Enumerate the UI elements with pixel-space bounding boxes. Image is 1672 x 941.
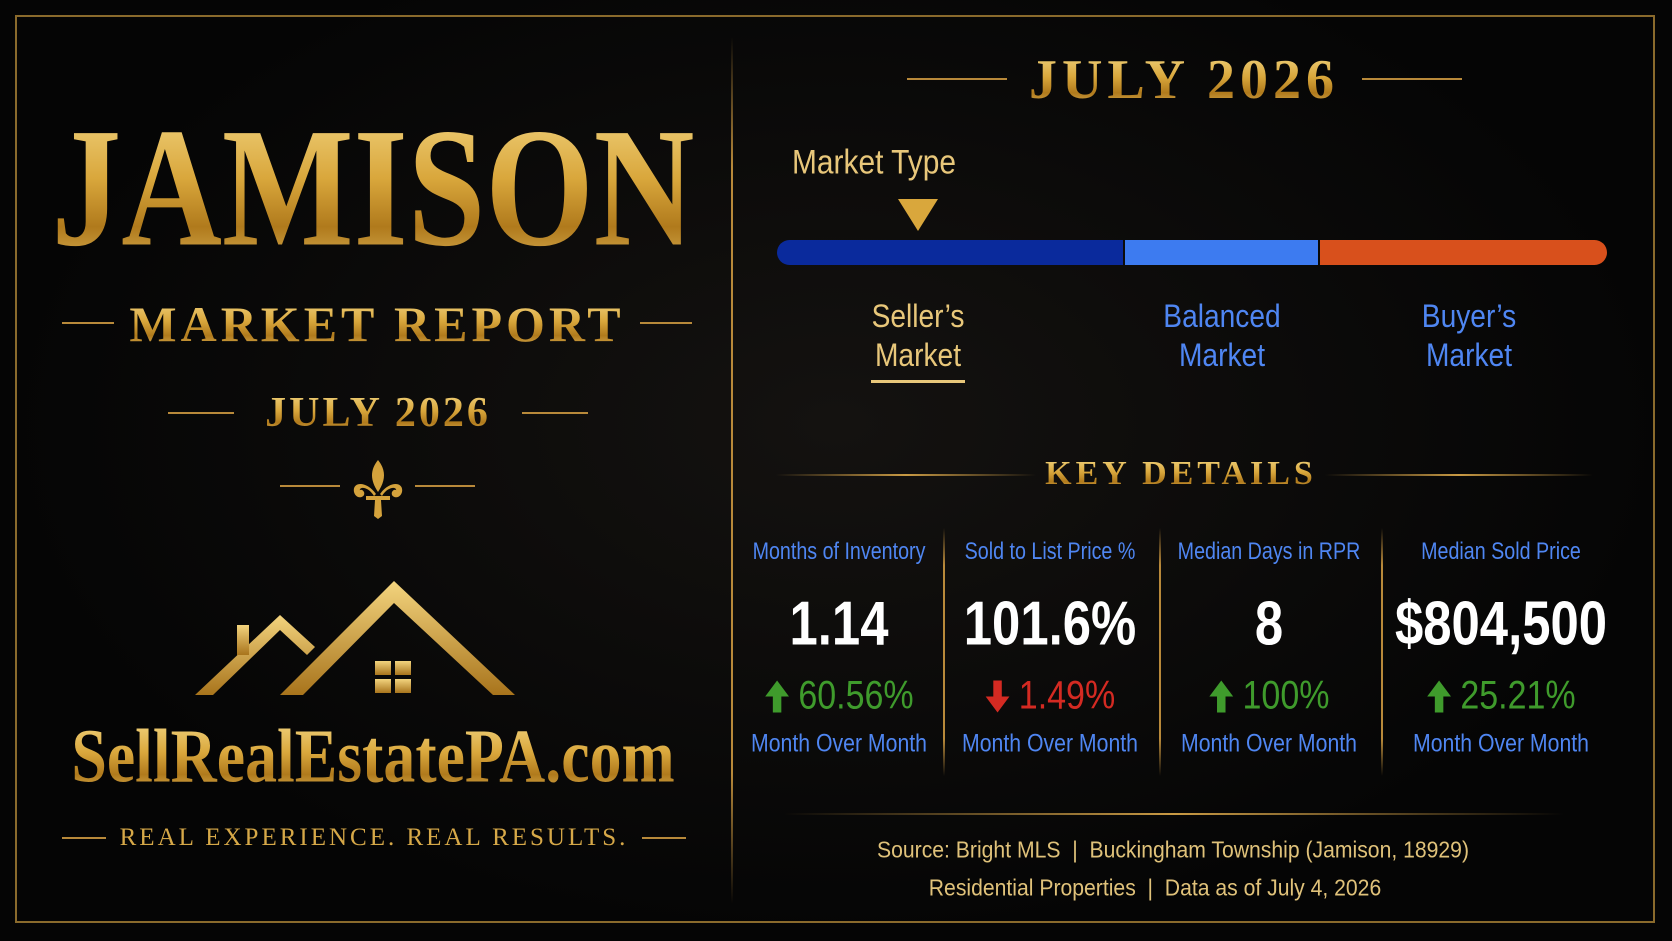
metric-change-value: 100%	[1242, 673, 1330, 718]
metric-change: 100%	[1209, 673, 1330, 719]
rule	[640, 322, 692, 324]
source-line: Residential Properties | Data as of July…	[928, 874, 1382, 901]
metric-change: 1.49%	[985, 674, 1115, 719]
metric-change-value: 25.21%	[1460, 673, 1576, 718]
tagline: REAL EXPERIENCE. REAL RESULTS.	[119, 824, 629, 851]
metric-value: 8	[1254, 589, 1284, 659]
metric-divider	[1159, 528, 1161, 776]
rule	[62, 837, 106, 839]
selected-underline	[871, 380, 965, 383]
metric-change-value: 1.49%	[1018, 673, 1116, 718]
rule	[907, 78, 1007, 80]
metric-period: Month Over Month	[1413, 729, 1589, 758]
right-date: JULY 2026	[1028, 49, 1340, 111]
rule	[1362, 78, 1462, 80]
metric-period: Month Over Month	[751, 729, 927, 758]
rule	[776, 474, 1036, 476]
metric-value: 1.14	[789, 589, 889, 659]
market-pointer	[896, 197, 940, 238]
metric-period: Month Over Month	[962, 729, 1138, 758]
fleur-de-lis	[353, 460, 403, 519]
rule	[1325, 474, 1593, 476]
source-line: Source: Bright MLS | Buckingham Township…	[876, 836, 1470, 863]
brand: SellRealEstatePA.com	[71, 714, 675, 799]
subtitle: MARKET REPORT	[129, 296, 625, 352]
market-segment	[777, 240, 1123, 265]
left-date: JULY 2026	[265, 390, 491, 436]
house-icon	[195, 581, 515, 695]
arrow-up	[765, 680, 789, 712]
divider	[731, 37, 733, 904]
metric-divider	[1381, 528, 1383, 776]
rule	[415, 485, 475, 487]
frame	[15, 15, 1655, 923]
market-segment	[1125, 240, 1318, 265]
metric-value: $804,500	[1394, 589, 1608, 659]
metric-label: Median Sold Price	[1421, 538, 1581, 565]
market-label: Buyer’s Market	[1421, 298, 1517, 373]
arrow-down	[985, 680, 1010, 712]
market-label: Balanced Market	[1163, 298, 1281, 373]
rule	[168, 412, 234, 414]
market-label: Seller’s Market	[871, 298, 965, 373]
metric-label: Median Days in RPR	[1177, 538, 1361, 565]
arrow-up	[1209, 680, 1234, 712]
arrow-up	[1427, 680, 1451, 712]
market-segment	[1320, 240, 1607, 265]
rule	[522, 412, 588, 414]
metric-change: 25.21%	[1426, 673, 1576, 719]
market-type-label: Market Type	[791, 143, 957, 182]
metric-label: Sold to List Price %	[964, 538, 1136, 565]
metric-value: 101.6%	[963, 589, 1137, 659]
rule	[62, 322, 114, 324]
metric-change-value: 60.56%	[798, 673, 914, 718]
metric-divider	[943, 528, 945, 776]
metric-period: Month Over Month	[1181, 729, 1357, 758]
title: JAMISON	[52, 91, 695, 286]
rule	[642, 837, 686, 839]
rule	[280, 485, 340, 487]
metric-change: 60.56%	[764, 673, 914, 719]
key-details-heading: KEY DETAILS	[1045, 455, 1317, 492]
rule	[784, 813, 1564, 815]
metric-label: Months of Inventory	[752, 538, 926, 565]
